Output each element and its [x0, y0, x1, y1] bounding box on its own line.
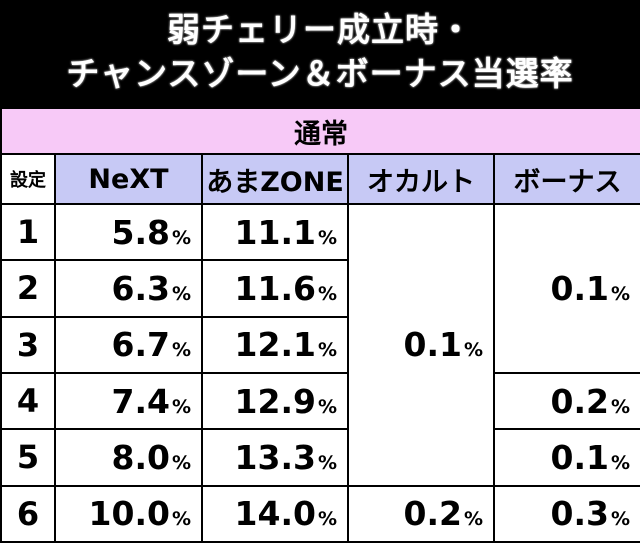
table-row: 2 6.3% 11.6% [0, 259, 640, 318]
amazone-rate-cell: 11.6% [201, 259, 349, 318]
percent-sign: % [317, 339, 337, 362]
next-rate-value: 10.0 [88, 494, 170, 534]
section-header-row: 通常 [0, 107, 640, 155]
title-line-1: 弱チェリー成立時・ [167, 10, 473, 49]
percent-sign: % [171, 451, 191, 474]
amazone-rate-cell: 13.3% [201, 428, 349, 487]
bonus-rate-value: 0.1 [550, 268, 610, 308]
table-row: 5 8.0% 13.3% 0.1% [0, 428, 640, 487]
column-header-next: NeXT [54, 153, 203, 205]
setting-cell: 3 [0, 315, 56, 374]
percent-sign: % [611, 395, 631, 418]
next-rate-value: 6.3 [111, 268, 170, 308]
next-rate-cell: 5.8% [54, 202, 203, 262]
occult-rate-cell: 0.2% [347, 484, 495, 543]
percent-sign: % [611, 282, 631, 305]
amazone-rate-value: 12.9 [234, 381, 316, 421]
table-row: 1 5.8% 11.1% 0.1% 0.1% [0, 202, 640, 487]
percent-sign: % [171, 282, 191, 305]
amazone-rate-cell: 12.1% [201, 315, 349, 374]
bonus-rate-value: 0.2 [550, 381, 610, 421]
setting-cell: 2 [0, 259, 56, 318]
table-row: 6 10.0% 14.0% 0.2% 0.3% [0, 484, 640, 543]
percent-sign: % [317, 282, 337, 305]
percent-sign: % [611, 508, 631, 531]
percent-sign: % [611, 451, 631, 474]
section-label: 通常 [0, 107, 640, 155]
column-header-occult: オカルト [347, 153, 495, 205]
next-rate-value: 8.0 [111, 437, 170, 477]
next-rate-value: 7.4 [111, 381, 170, 421]
page-title: 弱チェリー成立時・ チャンスゾーン＆ボーナス当選率 [0, 0, 640, 107]
setting-cell: 1 [0, 202, 56, 262]
percent-sign: % [463, 339, 483, 362]
setting-cell: 6 [0, 484, 56, 543]
percent-sign: % [317, 451, 337, 474]
next-rate-cell: 6.3% [54, 259, 203, 318]
rate-table: 通常 設定 NeXT あまZONE オカルト ボーナス 1 5.8% 11.1%… [0, 107, 640, 543]
percent-sign: % [317, 226, 337, 249]
amazone-rate-value: 13.3 [234, 437, 316, 477]
bonus-rate-value: 0.1 [550, 437, 610, 477]
setting-cell: 5 [0, 428, 56, 487]
percent-sign: % [317, 508, 337, 531]
occult-rate-value: 0.1 [403, 325, 462, 365]
next-rate-cell: 6.7% [54, 315, 203, 374]
setting-cell: 4 [0, 371, 56, 431]
table-row: 3 6.7% 12.1% [0, 315, 640, 374]
table-row: 4 7.4% 12.9% 0.2% [0, 371, 640, 431]
bonus-rate-value: 0.3 [550, 494, 610, 534]
percent-sign: % [171, 395, 191, 418]
amazone-rate-value: 12.1 [234, 325, 316, 365]
column-header-setting: 設定 [0, 153, 56, 205]
bonus-rate-cell: 0.3% [492, 484, 640, 543]
amazone-rate-cell: 14.0% [201, 484, 349, 543]
amazone-rate-cell: 11.1% [201, 202, 349, 262]
next-rate-value: 6.7 [111, 325, 170, 365]
bonus-rate-cell-settings-1-3: 0.1% [492, 203, 640, 374]
percent-sign: % [171, 226, 191, 249]
next-rate-cell: 8.0% [54, 428, 203, 487]
title-line-2: チャンスゾーン＆ボーナス当選率 [66, 54, 574, 93]
next-rate-cell: 7.4% [54, 371, 203, 431]
next-rate-value: 5.8 [111, 212, 170, 252]
percent-sign: % [463, 508, 483, 531]
column-header-amazone: あまZONE [201, 153, 349, 205]
amazone-rate-cell: 12.9% [201, 371, 349, 431]
column-header-bonus: ボーナス [492, 153, 640, 205]
bonus-rate-cell: 0.1% [492, 428, 640, 487]
amazone-rate-value: 11.1 [234, 212, 316, 252]
percent-sign: % [317, 395, 337, 418]
bonus-rate-cell: 0.2% [492, 371, 640, 431]
percent-sign: % [171, 339, 191, 362]
amazone-rate-value: 14.0 [234, 494, 316, 534]
amazone-rate-value: 11.6 [234, 268, 316, 308]
column-header-row: 設定 NeXT あまZONE オカルト ボーナス [0, 153, 640, 205]
percent-sign: % [171, 508, 191, 531]
occult-rate-cell-settings-1-5: 0.1% [347, 203, 495, 487]
occult-rate-value: 0.2 [403, 494, 462, 534]
next-rate-cell: 10.0% [54, 484, 203, 543]
